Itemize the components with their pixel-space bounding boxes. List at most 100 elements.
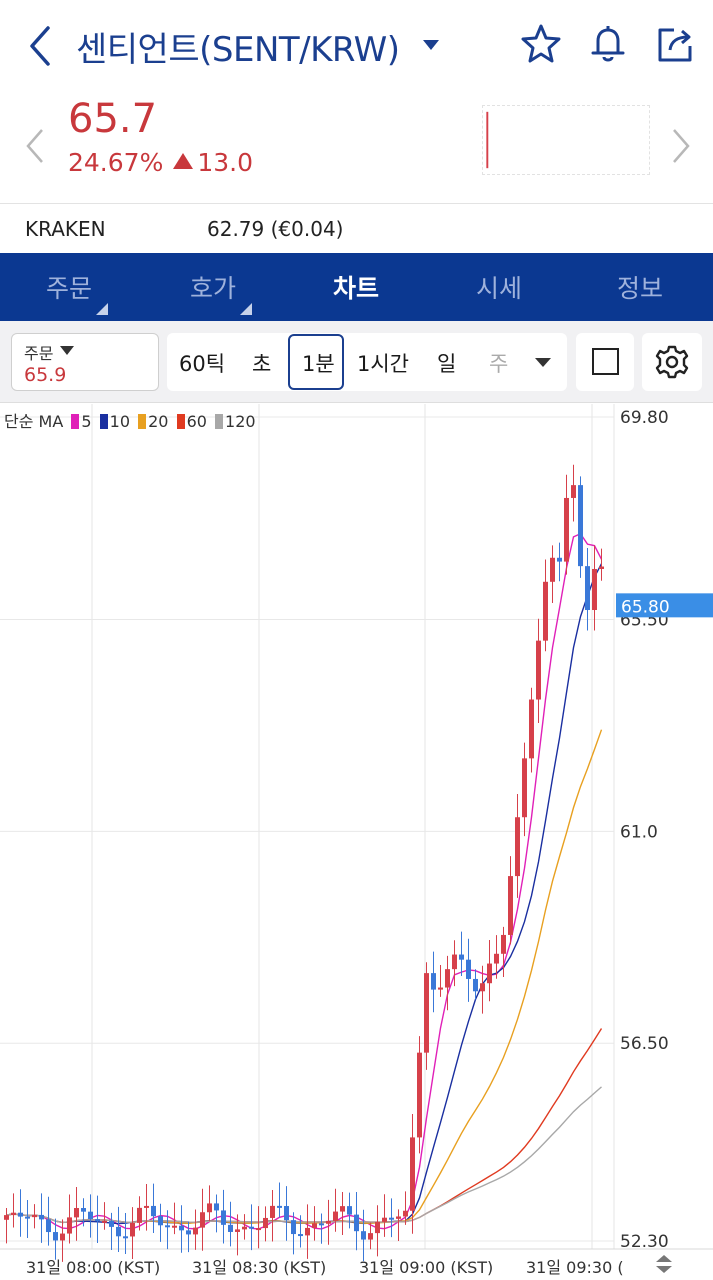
candle-body: [459, 954, 464, 960]
candle-body: [361, 1231, 366, 1240]
candle-body: [564, 497, 569, 562]
interval-day[interactable]: 일: [437, 352, 457, 376]
candle-body: [375, 1221, 380, 1234]
candle-body: [256, 1228, 261, 1231]
candle-body: [200, 1212, 205, 1228]
selected-interval-frame: [288, 334, 344, 390]
ma20-swatch: [138, 414, 147, 429]
interval-60tick[interactable]: 60틱: [179, 352, 226, 376]
ma120-swatch: [215, 414, 224, 429]
candle-body: [60, 1233, 65, 1241]
candle-body: [326, 1220, 331, 1224]
candle-body: [599, 566, 604, 569]
triangle-up-icon: [173, 153, 194, 169]
interval-1hour[interactable]: 1시간: [357, 352, 410, 376]
candle-body: [228, 1224, 233, 1232]
candle-body: [522, 758, 527, 818]
candle-body: [347, 1206, 352, 1215]
candle-body: [438, 987, 443, 990]
candle-body: [592, 568, 597, 611]
interval-dropdown-icon[interactable]: [535, 358, 551, 367]
candle-body: [4, 1215, 9, 1220]
gear-icon: [655, 345, 689, 379]
change-amount: 13.0: [197, 148, 253, 177]
fullscreen-button[interactable]: [576, 333, 634, 391]
ma10-label: 10: [109, 412, 131, 431]
candle-body: [102, 1220, 107, 1223]
interval-second[interactable]: 초: [252, 352, 272, 376]
candle-body: [291, 1220, 296, 1235]
square-icon: [592, 348, 619, 375]
current-price-tag: [616, 593, 713, 618]
candle-body: [410, 1137, 415, 1211]
candle-body: [536, 640, 541, 700]
candle-body: [543, 581, 548, 641]
bell-icon[interactable]: [586, 22, 630, 66]
candle-body: [508, 876, 513, 935]
candle-body: [165, 1225, 170, 1228]
candle-body: [333, 1211, 338, 1221]
chevron-left-icon[interactable]: [24, 126, 46, 166]
y-tick-label: 69.80: [620, 408, 669, 428]
candle-body: [88, 1211, 93, 1220]
candle-body: [515, 817, 520, 877]
app-header: 센티언트(SENT/KRW): [0, 0, 713, 92]
change-percent: 24.67%: [68, 148, 164, 177]
ma-legend-label: 단순 MA: [4, 412, 64, 431]
back-icon[interactable]: [22, 24, 58, 68]
candle-body: [242, 1226, 247, 1230]
candle-body: [207, 1203, 212, 1213]
tab-chart[interactable]: 차트: [333, 274, 380, 303]
scroll-up-icon: [656, 1255, 672, 1262]
candle-body: [67, 1217, 72, 1234]
candle-body: [172, 1225, 177, 1228]
ma5-label: 5: [81, 412, 92, 431]
x-tick-label: 31일 09:00 (KST): [359, 1258, 493, 1277]
candle-body: [11, 1212, 16, 1216]
settings-button[interactable]: [642, 333, 702, 391]
interval-week[interactable]: 주: [489, 352, 509, 376]
candle-body: [557, 557, 562, 562]
tab-trades[interactable]: 시세: [476, 274, 523, 303]
tab-order[interactable]: 주문: [46, 269, 109, 315]
ma120-line: [6, 1086, 602, 1224]
chart-toolbar: 주문 65.9 60틱 초 1분 1시간 일 주: [0, 321, 713, 403]
ma60-label: 60: [186, 412, 207, 431]
scroll-down-icon: [656, 1266, 672, 1273]
candle-body: [137, 1207, 142, 1223]
candle-body: [431, 973, 436, 990]
page-title[interactable]: 센티언트(SENT/KRW): [76, 30, 400, 70]
candle-body: [382, 1217, 387, 1222]
mini-chart: [482, 105, 650, 175]
candle-body: [109, 1220, 114, 1227]
candle-body: [354, 1214, 359, 1232]
order-label: 주문: [24, 344, 54, 363]
candle-body: [396, 1216, 401, 1219]
chevron-down-icon[interactable]: [420, 36, 442, 54]
interval-1min[interactable]: 1분: [302, 352, 335, 376]
tab-orderbook[interactable]: 호가: [190, 269, 253, 315]
ma120-label: 120: [225, 412, 256, 431]
star-icon[interactable]: [519, 22, 563, 66]
candle-body: [179, 1225, 184, 1231]
chevron-right-icon[interactable]: [670, 126, 692, 166]
order-value: 65.9: [24, 364, 67, 386]
ma20-label: 20: [148, 412, 169, 431]
candle-body: [445, 969, 450, 988]
candle-body: [403, 1210, 408, 1217]
price-chart[interactable]: 69.80 65.50 61.0 56.50 52.30 31일 08:00 (KST) 3…: [0, 404, 713, 1280]
x-tick-label: 31일 08:30 (KST): [192, 1258, 326, 1277]
candle-body: [319, 1223, 324, 1226]
candle-body: [221, 1210, 226, 1225]
price-change: 24.67% 13.0: [68, 148, 253, 177]
candle-body: [270, 1205, 275, 1218]
tab-info[interactable]: 정보: [617, 274, 664, 303]
order-price-box[interactable]: 주문 65.9: [11, 333, 159, 391]
candle-body: [151, 1205, 156, 1217]
candle-body: [340, 1206, 345, 1212]
candle-body: [487, 963, 492, 984]
candle-body: [480, 983, 485, 992]
share-icon[interactable]: [654, 22, 698, 66]
candle-body: [193, 1227, 198, 1235]
